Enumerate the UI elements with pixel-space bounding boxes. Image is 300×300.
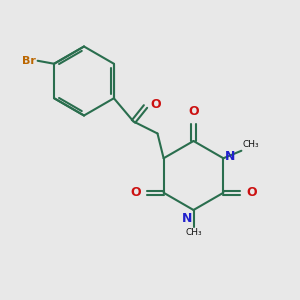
Text: CH₃: CH₃ (242, 140, 259, 149)
Text: N: N (225, 150, 235, 163)
Text: N: N (182, 212, 192, 224)
Text: O: O (150, 98, 160, 111)
Text: O: O (130, 186, 141, 199)
Text: O: O (188, 106, 199, 118)
Text: Br: Br (22, 56, 36, 66)
Text: O: O (246, 186, 256, 199)
Text: CH₃: CH₃ (185, 228, 202, 237)
